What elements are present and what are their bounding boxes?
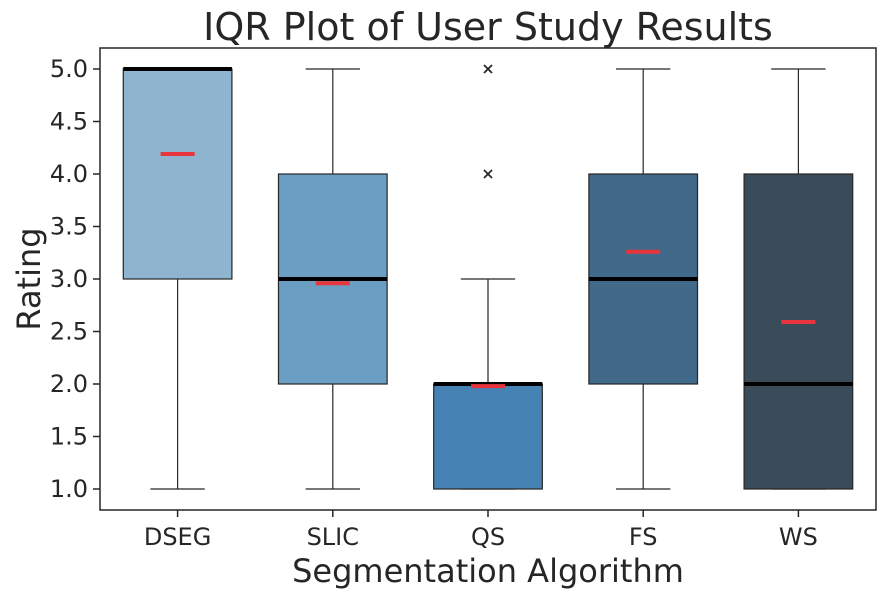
plot-marks bbox=[122, 64, 854, 490]
iqr-box bbox=[122, 68, 233, 280]
outlier-stroke bbox=[483, 64, 493, 74]
x-tick-label: WS bbox=[779, 523, 818, 551]
plot-frame bbox=[99, 47, 877, 511]
y-tick-label: 5.0 bbox=[50, 55, 88, 83]
box-group-qs bbox=[433, 64, 543, 490]
x-axis-ticks: DSEG SLIC QS FS WS bbox=[144, 510, 818, 551]
box-group-ws bbox=[743, 68, 854, 490]
y-axis-label: Rating bbox=[10, 227, 48, 330]
x-tick-label: DSEG bbox=[144, 523, 211, 551]
y-tick-label: 4.0 bbox=[50, 160, 88, 188]
box-group-fs bbox=[588, 68, 699, 490]
y-tick-label: 3.0 bbox=[50, 265, 88, 293]
outlier-point bbox=[483, 64, 493, 74]
y-tick-label: 3.5 bbox=[50, 213, 88, 241]
y-axis-ticks: 1.0 1.5 2.0 2.5 3.0 3.5 4.0 4.5 5.0 bbox=[50, 55, 100, 503]
y-tick-label: 4.5 bbox=[50, 108, 88, 136]
y-tick-label: 2.0 bbox=[50, 370, 88, 398]
y-tick-label: 1.5 bbox=[50, 423, 88, 451]
x-tick-label: QS bbox=[471, 523, 505, 551]
iqr-box bbox=[743, 173, 854, 490]
y-tick-label: 2.5 bbox=[50, 318, 88, 346]
x-tick-label: SLIC bbox=[307, 523, 359, 551]
outlier-stroke bbox=[483, 169, 493, 179]
box-group-slic bbox=[277, 68, 388, 490]
x-tick-label: FS bbox=[629, 523, 658, 551]
y-tick-label: 1.0 bbox=[50, 475, 88, 503]
chart-title: IQR Plot of User Study Results bbox=[203, 5, 773, 49]
iqr-box bbox=[433, 383, 543, 490]
x-axis-label: Segmentation Algorithm bbox=[292, 552, 684, 590]
box-group-dseg bbox=[122, 67, 233, 490]
outlier-point bbox=[483, 169, 493, 179]
